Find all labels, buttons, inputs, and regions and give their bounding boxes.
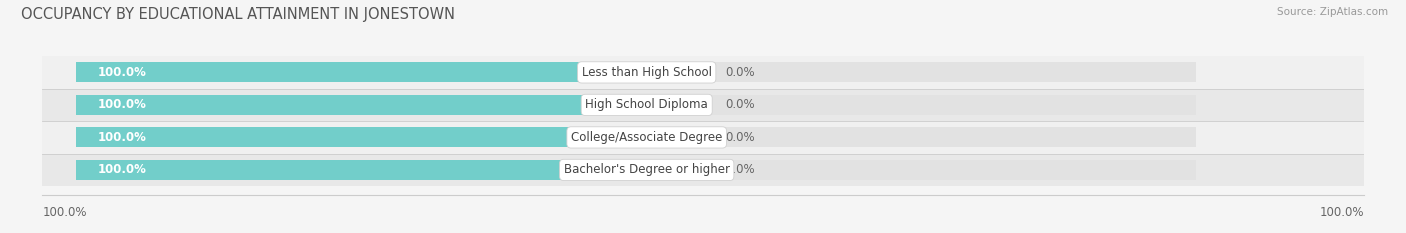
Bar (42, 56, 1364, 89)
Bar (76, 95, 1197, 115)
Text: 0.0%: 0.0% (725, 98, 755, 111)
Bar (42, 121, 1364, 154)
Bar (76, 95, 636, 115)
Text: 100.0%: 100.0% (98, 163, 148, 176)
Bar (76, 160, 636, 180)
Bar (42, 89, 1364, 121)
Bar (42, 154, 1364, 186)
Bar (636, 160, 709, 180)
Bar (76, 62, 1197, 82)
Text: Bachelor's Degree or higher: Bachelor's Degree or higher (564, 163, 730, 176)
Text: 0.0%: 0.0% (725, 131, 755, 144)
Text: Source: ZipAtlas.com: Source: ZipAtlas.com (1277, 7, 1388, 17)
Bar (76, 62, 636, 82)
Text: 100.0%: 100.0% (98, 66, 148, 79)
Bar (636, 95, 709, 115)
Bar (636, 62, 709, 82)
Text: 100.0%: 100.0% (42, 206, 87, 219)
Text: Less than High School: Less than High School (582, 66, 711, 79)
Bar (76, 160, 1197, 180)
Text: 100.0%: 100.0% (98, 98, 148, 111)
Bar (76, 127, 1197, 147)
Bar (76, 127, 636, 147)
Text: 100.0%: 100.0% (1319, 206, 1364, 219)
Text: 100.0%: 100.0% (98, 131, 148, 144)
Text: College/Associate Degree: College/Associate Degree (571, 131, 723, 144)
Text: 0.0%: 0.0% (725, 66, 755, 79)
Text: 0.0%: 0.0% (725, 163, 755, 176)
Bar (636, 127, 709, 147)
Text: High School Diploma: High School Diploma (585, 98, 709, 111)
Text: OCCUPANCY BY EDUCATIONAL ATTAINMENT IN JONESTOWN: OCCUPANCY BY EDUCATIONAL ATTAINMENT IN J… (21, 7, 456, 22)
